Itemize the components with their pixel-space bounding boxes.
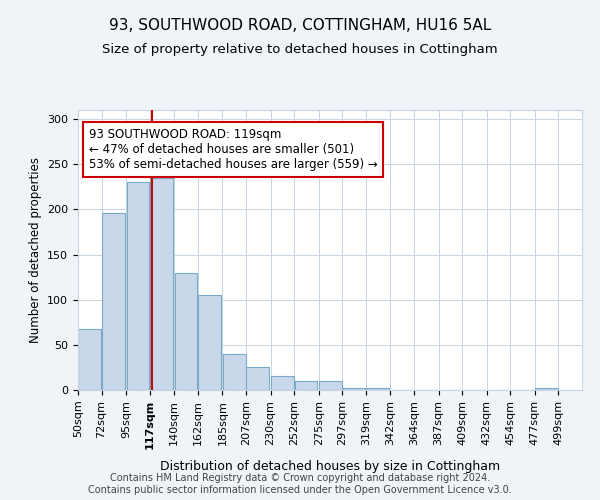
Bar	[319, 381, 342, 390]
Text: Size of property relative to detached houses in Cottingham: Size of property relative to detached ho…	[102, 42, 498, 56]
Bar	[223, 354, 245, 390]
Text: 93 SOUTHWOOD ROAD: 119sqm
← 47% of detached houses are smaller (501)
53% of semi: 93 SOUTHWOOD ROAD: 119sqm ← 47% of detac…	[89, 128, 377, 171]
Bar	[150, 178, 173, 390]
Bar	[175, 272, 197, 390]
Bar	[127, 182, 149, 390]
Bar	[295, 381, 317, 390]
Bar	[271, 376, 294, 390]
Bar	[198, 295, 221, 390]
Text: 93, SOUTHWOOD ROAD, COTTINGHAM, HU16 5AL: 93, SOUTHWOOD ROAD, COTTINGHAM, HU16 5AL	[109, 18, 491, 32]
Text: Contains HM Land Registry data © Crown copyright and database right 2024.
Contai: Contains HM Land Registry data © Crown c…	[88, 474, 512, 495]
Bar	[535, 388, 558, 390]
Bar	[366, 388, 389, 390]
Y-axis label: Number of detached properties: Number of detached properties	[29, 157, 41, 343]
Bar	[343, 388, 365, 390]
Bar	[79, 328, 101, 390]
Bar	[102, 213, 125, 390]
Bar	[247, 368, 269, 390]
X-axis label: Distribution of detached houses by size in Cottingham: Distribution of detached houses by size …	[160, 460, 500, 473]
